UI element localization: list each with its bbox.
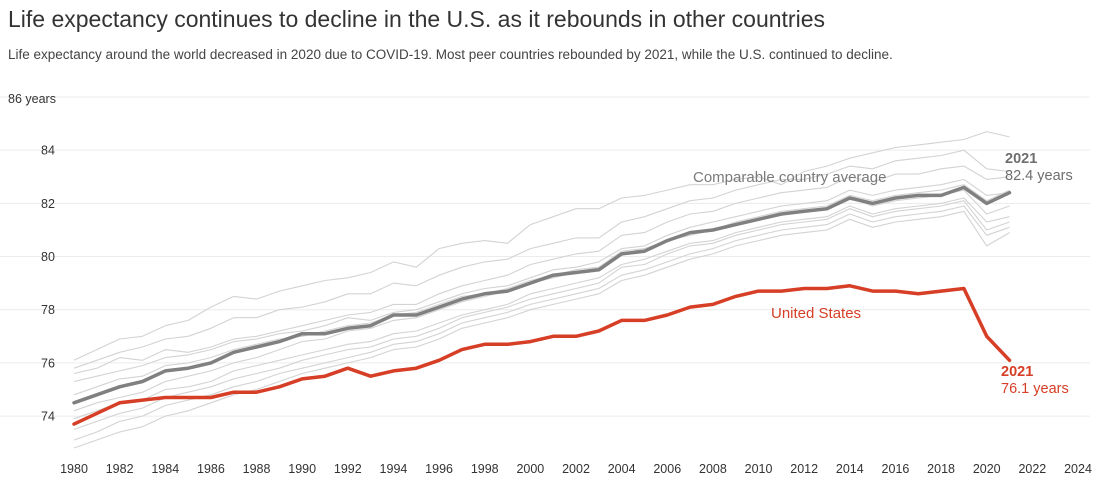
peer-country-line-8 xyxy=(73,200,1010,430)
united-states-line xyxy=(72,284,1012,426)
highlighted-series xyxy=(72,185,1012,426)
comparable-average-series-label: Comparable country average xyxy=(693,169,886,186)
peer-country-line-6 xyxy=(73,189,1010,412)
x-tick-label-2010: 2010 xyxy=(745,462,773,476)
x-axis-ticks: 1980 1982 1984 1986 1988 1990 1992 1994 1996 1998… xyxy=(60,462,1092,476)
x-tick-label-1982: 1982 xyxy=(106,462,134,476)
y-tick-label-84: 84 xyxy=(41,144,55,158)
x-tick-label-2000: 2000 xyxy=(516,462,544,476)
peer-country-line-2 xyxy=(73,149,1010,369)
x-tick-label-2014: 2014 xyxy=(836,462,864,476)
x-tick-label-2022: 2022 xyxy=(1018,462,1046,476)
peer-country-line-10 xyxy=(73,210,1010,449)
x-tick-label-1998: 1998 xyxy=(471,462,499,476)
comparable-average-end-year: 2021 xyxy=(1005,151,1037,167)
chart-subtitle: Life expectancy around the world decreas… xyxy=(8,47,893,62)
gridlines xyxy=(0,96,1090,417)
series-labels: Comparable country average 2021 82.4 yea… xyxy=(693,151,1073,397)
united-states-end-value: 76.1 years xyxy=(1001,381,1069,397)
comparable-average-end-value: 82.4 years xyxy=(1005,168,1073,184)
x-tick-label-2012: 2012 xyxy=(790,462,818,476)
y-axis-top-label: 86 years xyxy=(8,92,56,106)
united-states-end-year: 2021 xyxy=(1001,364,1033,380)
y-axis-ticks: 74 76 78 80 82 84 xyxy=(41,144,55,424)
peer-country-line-1 xyxy=(73,131,1010,361)
x-tick-label-1990: 1990 xyxy=(288,462,316,476)
x-tick-label-2002: 2002 xyxy=(562,462,590,476)
y-tick-label-80: 80 xyxy=(41,250,55,264)
chart-title: Life expectancy continues to decline in … xyxy=(8,6,825,32)
comparable-country-average-line xyxy=(72,185,1012,405)
y-tick-label-76: 76 xyxy=(41,356,55,370)
x-tick-label-1992: 1992 xyxy=(334,462,362,476)
y-tick-label-78: 78 xyxy=(41,303,55,317)
x-tick-label-2016: 2016 xyxy=(882,462,910,476)
y-tick-label-82: 82 xyxy=(41,197,55,211)
x-tick-label-1980: 1980 xyxy=(60,462,88,476)
x-tick-label-2004: 2004 xyxy=(608,462,636,476)
x-tick-label-2024: 2024 xyxy=(1064,462,1092,476)
peer-country-line-7 xyxy=(73,197,1010,420)
x-tick-label-2008: 2008 xyxy=(699,462,727,476)
peer-country-line-3 xyxy=(73,165,1010,375)
x-tick-label-1994: 1994 xyxy=(380,462,408,476)
x-tick-label-1996: 1996 xyxy=(425,462,453,476)
y-tick-label-74: 74 xyxy=(41,410,55,424)
x-tick-label-2006: 2006 xyxy=(653,462,681,476)
peer-country-line-4 xyxy=(73,178,1010,383)
x-tick-label-1984: 1984 xyxy=(151,462,179,476)
x-tick-label-2018: 2018 xyxy=(927,462,955,476)
united-states-series-label: United States xyxy=(771,305,861,322)
x-tick-label-2020: 2020 xyxy=(973,462,1001,476)
x-tick-label-1988: 1988 xyxy=(243,462,271,476)
x-tick-label-1986: 1986 xyxy=(197,462,225,476)
peer-country-line-9 xyxy=(73,205,1010,441)
